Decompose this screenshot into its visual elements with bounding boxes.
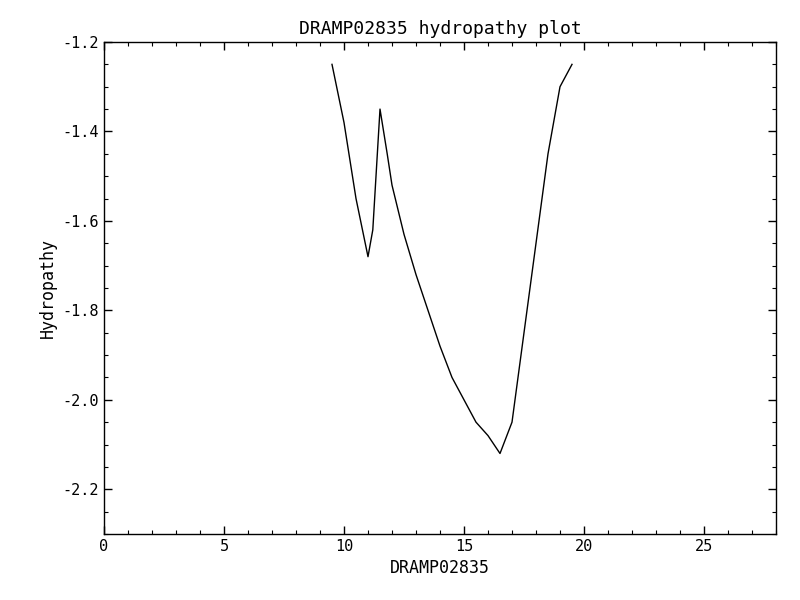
Title: DRAMP02835 hydropathy plot: DRAMP02835 hydropathy plot bbox=[298, 20, 582, 38]
Y-axis label: Hydropathy: Hydropathy bbox=[39, 238, 57, 338]
X-axis label: DRAMP02835: DRAMP02835 bbox=[390, 559, 490, 577]
